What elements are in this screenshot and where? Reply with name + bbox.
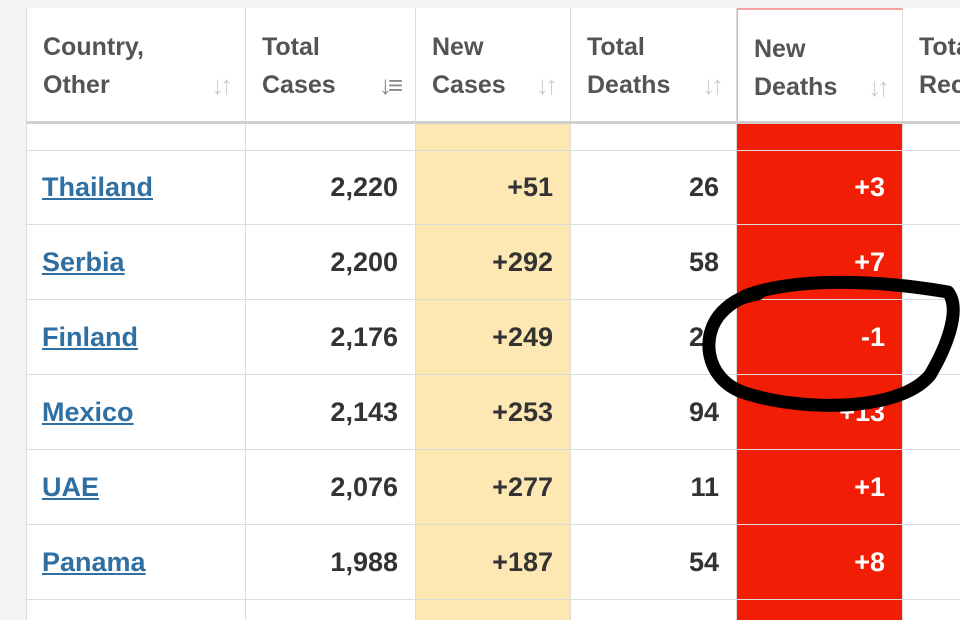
country-link[interactable]: Thailand [42,172,154,202]
header-new-cases[interactable]: New Cases ↓↑ [416,8,571,121]
new-deaths-cell: +1 [854,472,885,502]
sort-desc-icon[interactable]: ↓≡ [378,70,403,100]
covid-stats-table: Country, Other ↓↑ Total Cases ↓≡ New Cas… [26,8,960,620]
total-cases-cell: 2,200 [330,247,398,277]
sort-icon[interactable]: ↓↑ [702,70,724,100]
table-row: Mexico 2,143 +253 94 +13 [27,375,960,450]
table-header: Country, Other ↓↑ Total Cases ↓≡ New Cas… [27,8,960,124]
column-total-cases-bg [246,8,416,620]
header-total-recovered[interactable]: Tota Rec [903,8,960,121]
header-new-deaths-line1: New [754,35,806,63]
total-deaths-cell: 27 [688,322,719,352]
new-deaths-cell: +13 [839,397,885,427]
header-new-cases-line2: Cases [432,71,506,99]
total-deaths-cell: 54 [688,547,719,577]
header-new-cases-line1: New [432,33,484,61]
column-country-bg [27,8,246,620]
sort-icon[interactable]: ↓↑ [211,70,233,100]
header-country-line1: Country, [43,33,144,61]
header-total-cases-line2: Cases [262,71,336,99]
sort-icon[interactable]: ↓↑ [536,70,558,100]
total-deaths-cell: 11 [690,472,719,502]
header-total-cases[interactable]: Total Cases ↓≡ [246,8,416,121]
total-cases-cell: 2,143 [330,397,398,427]
table-row: Serbia 2,200 +292 58 +7 [27,225,960,300]
header-country[interactable]: Country, Other ↓↑ [27,8,246,121]
total-cases-cell: 2,176 [330,322,398,352]
new-deaths-cell: +8 [854,547,885,577]
new-deaths-cell: +3 [854,172,885,202]
total-cases-cell: 2,220 [330,172,398,202]
country-link[interactable]: Panama [42,547,146,577]
new-cases-cell: +249 [492,322,553,352]
country-link[interactable]: UAE [42,472,100,502]
table-row: Thailand 2,220 +51 26 +3 [27,150,960,225]
table-row: UAE 2,076 +277 11 +1 [27,450,960,525]
new-cases-cell: +277 [492,472,553,502]
total-deaths-cell: 94 [688,397,719,427]
new-cases-cell: +253 [492,397,553,427]
country-link[interactable]: Finland [42,322,138,352]
total-deaths-cell: 58 [688,247,719,277]
new-deaths-cell: +7 [854,247,885,277]
table-row: Panama 1,988 +187 54 +8 [27,525,960,600]
new-cases-cell: +292 [492,247,553,277]
country-link[interactable]: Mexico [42,397,134,427]
total-cases-cell: 2,076 [330,472,398,502]
sort-icon[interactable]: ↓↑ [868,72,890,102]
total-cases-cell: 1,988 [330,547,398,577]
header-total-recovered-line1: Tota [919,33,960,61]
country-link[interactable]: Serbia [42,247,125,277]
header-total-deaths-line2: Deaths [587,71,671,99]
table-row: Finland 2,176 +249 27 -1 [27,300,960,375]
header-total-cases-line1: Total [262,33,320,61]
partial-row: 2,257 50 [27,92,960,151]
new-deaths-cell: -1 [860,322,885,352]
new-cases-cell: +51 [507,172,553,202]
header-total-recovered-line2: Rec [919,71,960,99]
header-total-deaths-line1: Total [587,33,645,61]
header-total-deaths[interactable]: Total Deaths ↓↑ [571,8,737,121]
total-deaths-cell: 26 [688,172,719,202]
new-cases-cell: +187 [492,547,553,577]
header-new-deaths[interactable]: New Deaths ↓↑ [737,8,903,121]
header-new-deaths-line2: Deaths [754,73,838,101]
header-country-line2: Other [43,71,110,99]
